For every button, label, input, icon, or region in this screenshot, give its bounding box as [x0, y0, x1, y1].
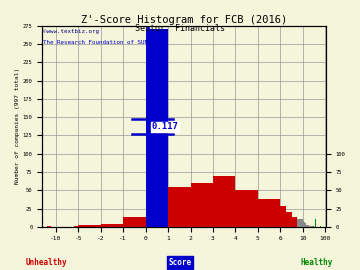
- Text: The Research Foundation of SUNY: The Research Foundation of SUNY: [43, 40, 152, 45]
- Bar: [280, 206, 286, 227]
- Bar: [78, 225, 86, 227]
- Text: 0.117: 0.117: [151, 122, 178, 131]
- Text: ©www.textbiz.org: ©www.textbiz.org: [43, 29, 99, 35]
- Text: Sector: Financials: Sector: Financials: [135, 24, 225, 33]
- Text: Score: Score: [168, 258, 192, 266]
- Y-axis label: Number of companies (997 total): Number of companies (997 total): [15, 68, 20, 184]
- Bar: [286, 212, 292, 227]
- Bar: [297, 220, 303, 227]
- Bar: [235, 190, 258, 227]
- Bar: [123, 217, 145, 227]
- Bar: [101, 224, 123, 227]
- Text: Unhealthy: Unhealthy: [26, 258, 68, 266]
- Bar: [47, 226, 51, 227]
- Bar: [74, 226, 78, 227]
- Text: Healthy: Healthy: [301, 258, 333, 266]
- Bar: [292, 217, 297, 227]
- Bar: [168, 187, 190, 227]
- Bar: [258, 199, 280, 227]
- Bar: [213, 176, 235, 227]
- Bar: [190, 183, 213, 227]
- Title: Z'-Score Histogram for FCB (2016): Z'-Score Histogram for FCB (2016): [81, 15, 287, 25]
- Bar: [145, 29, 168, 227]
- Bar: [93, 225, 101, 227]
- Bar: [86, 225, 93, 227]
